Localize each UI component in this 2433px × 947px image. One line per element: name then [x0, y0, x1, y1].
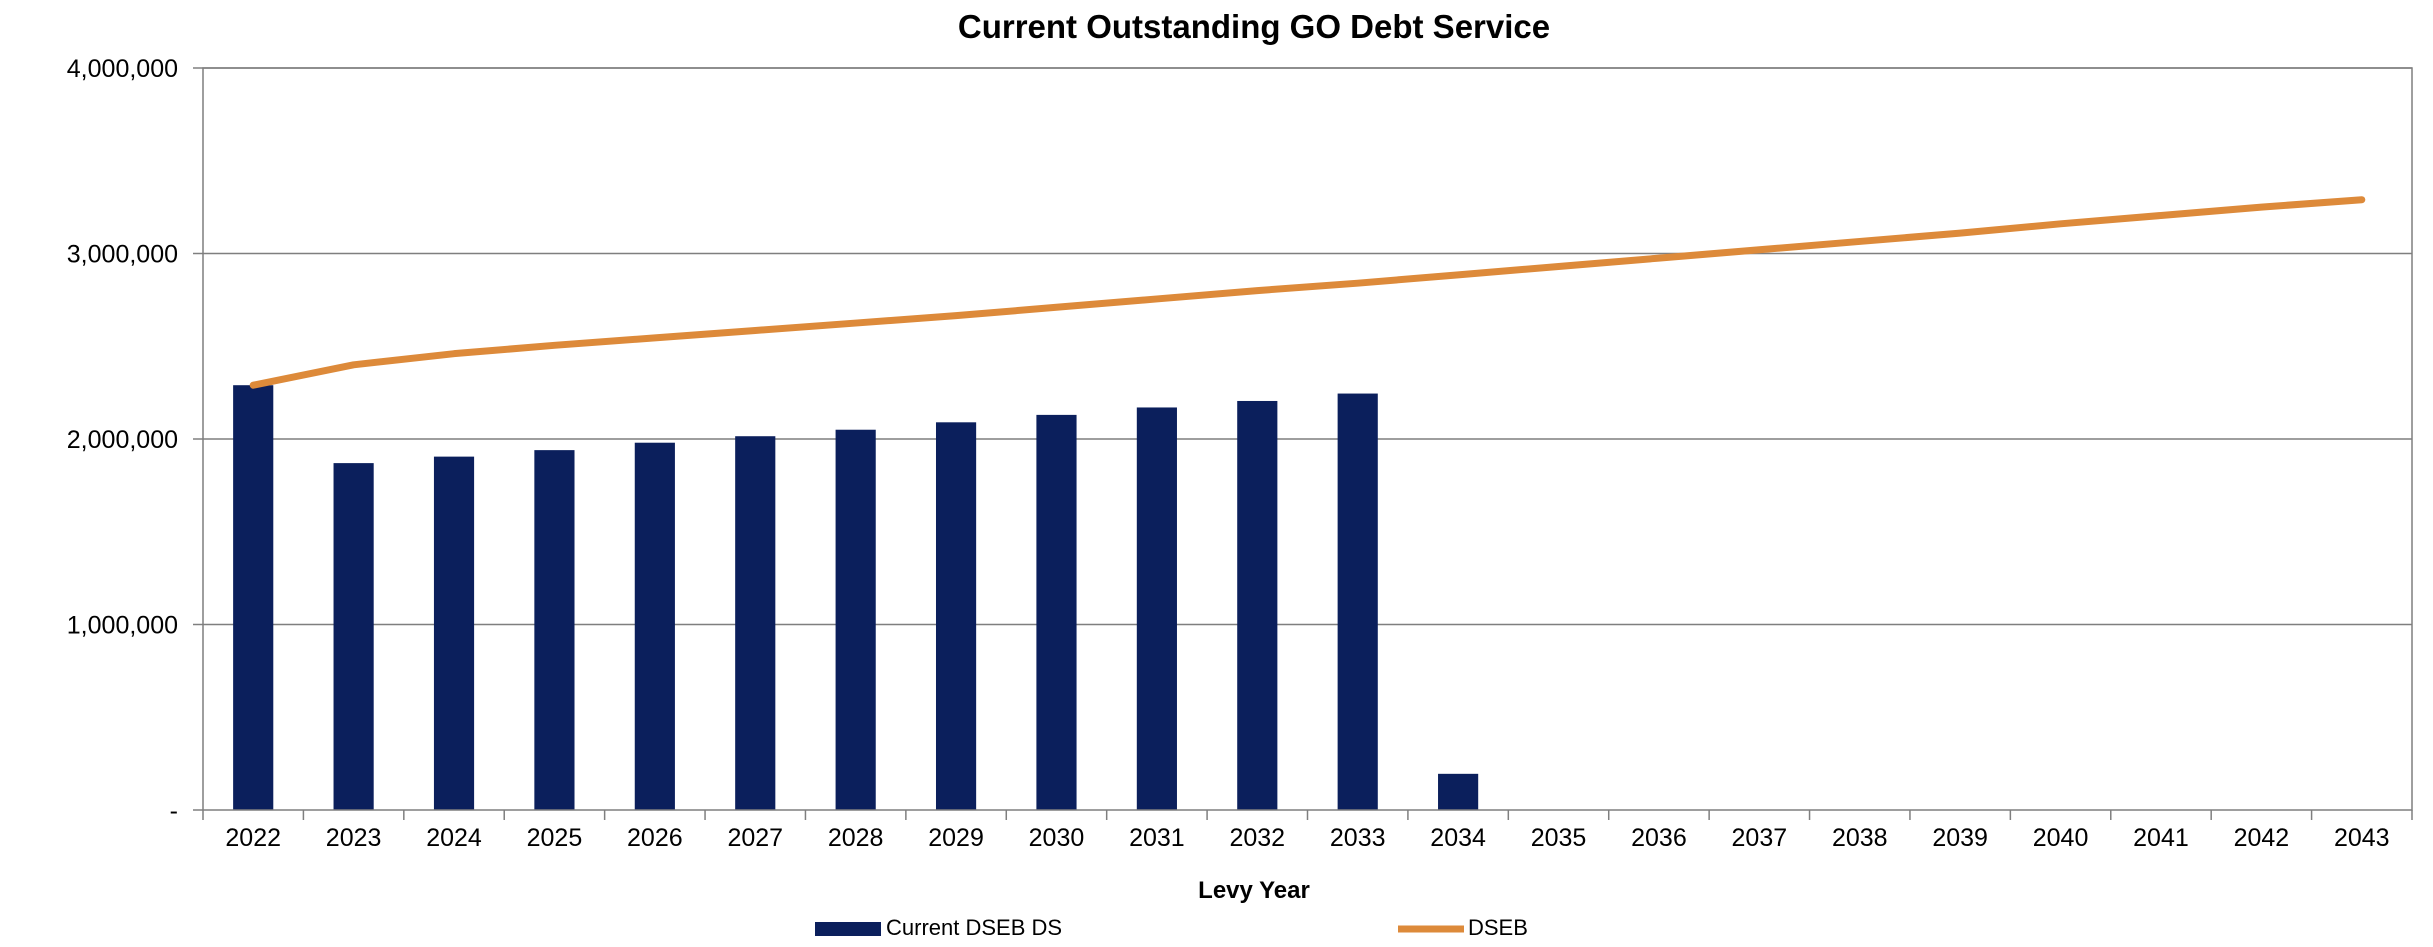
x-tick-label: 2030: [1029, 824, 1085, 852]
bar-2024: [433, 456, 475, 810]
x-tick-label: 2038: [1832, 824, 1888, 852]
x-tick-label: 2043: [2334, 824, 2390, 852]
bar-2023: [333, 463, 374, 810]
bar-2030: [1036, 414, 1077, 810]
bar-2027: [735, 436, 776, 810]
x-tick-label: 2033: [1330, 824, 1386, 852]
bar-2025: [534, 450, 575, 810]
gridlines: [193, 67, 2412, 811]
x-tick-label: 2022: [225, 824, 281, 852]
x-tick-label: 2042: [2234, 824, 2290, 852]
bar-2033: [1337, 393, 1378, 810]
legend-swatch-current-dseb-ds: [815, 922, 881, 936]
y-tick-label: 4,000,000: [67, 55, 178, 83]
x-axis-tick-labels: 2022 2023 2024 2025 2026 2027 2028 2029 2030 2031…: [225, 824, 2389, 852]
x-tick-label: 2028: [828, 824, 884, 852]
line-series: [249, 196, 2366, 389]
x-tick-label: 2026: [627, 824, 683, 852]
x-axis-title: Levy Year: [1198, 877, 1310, 904]
y-tick-label: 3,000,000: [67, 241, 178, 269]
bar-2034: [1438, 773, 1479, 810]
x-tick-label: 2040: [2033, 824, 2089, 852]
x-tick-label: 2034: [1430, 824, 1486, 852]
y-tick-label: -: [170, 797, 178, 825]
x-tick-label: 2036: [1631, 824, 1687, 852]
bar-2031: [1136, 407, 1177, 810]
axes: [202, 67, 2413, 820]
legend: Current DSEB DS DSEB: [815, 915, 1528, 940]
x-tick-label: 2031: [1129, 824, 1185, 852]
y-tick-label: 1,000,000: [67, 612, 178, 640]
x-tick-label: 2032: [1229, 824, 1285, 852]
x-tick-label: 2027: [727, 824, 783, 852]
y-axis-tick-labels: - 1,000,000 2,000,000 3,000,000 4,000,000: [67, 55, 178, 825]
dseb-line: [249, 196, 2366, 389]
chart-title: Current Outstanding GO Debt Service: [958, 8, 1550, 45]
x-tick-label: 2024: [426, 824, 482, 852]
x-tick-label: 2023: [326, 824, 382, 852]
x-tick-label: 2041: [2133, 824, 2189, 852]
legend-label-current-dseb-ds: Current DSEB DS: [886, 915, 1062, 940]
x-tick-label: 2029: [928, 824, 984, 852]
bar-2022: [233, 385, 274, 810]
y-tick-label: 2,000,000: [67, 426, 178, 454]
bar-2032: [1237, 400, 1278, 810]
x-tick-label: 2037: [1732, 824, 1788, 852]
bar-2026: [634, 442, 675, 810]
x-tick-label: 2039: [1932, 824, 1988, 852]
bar-2029: [935, 422, 977, 810]
bar-2028: [835, 429, 876, 810]
x-tick-label: 2025: [527, 824, 583, 852]
legend-label-dseb: DSEB: [1468, 915, 1528, 940]
x-tick-label: 2035: [1531, 824, 1587, 852]
bar-series: [233, 385, 1479, 810]
